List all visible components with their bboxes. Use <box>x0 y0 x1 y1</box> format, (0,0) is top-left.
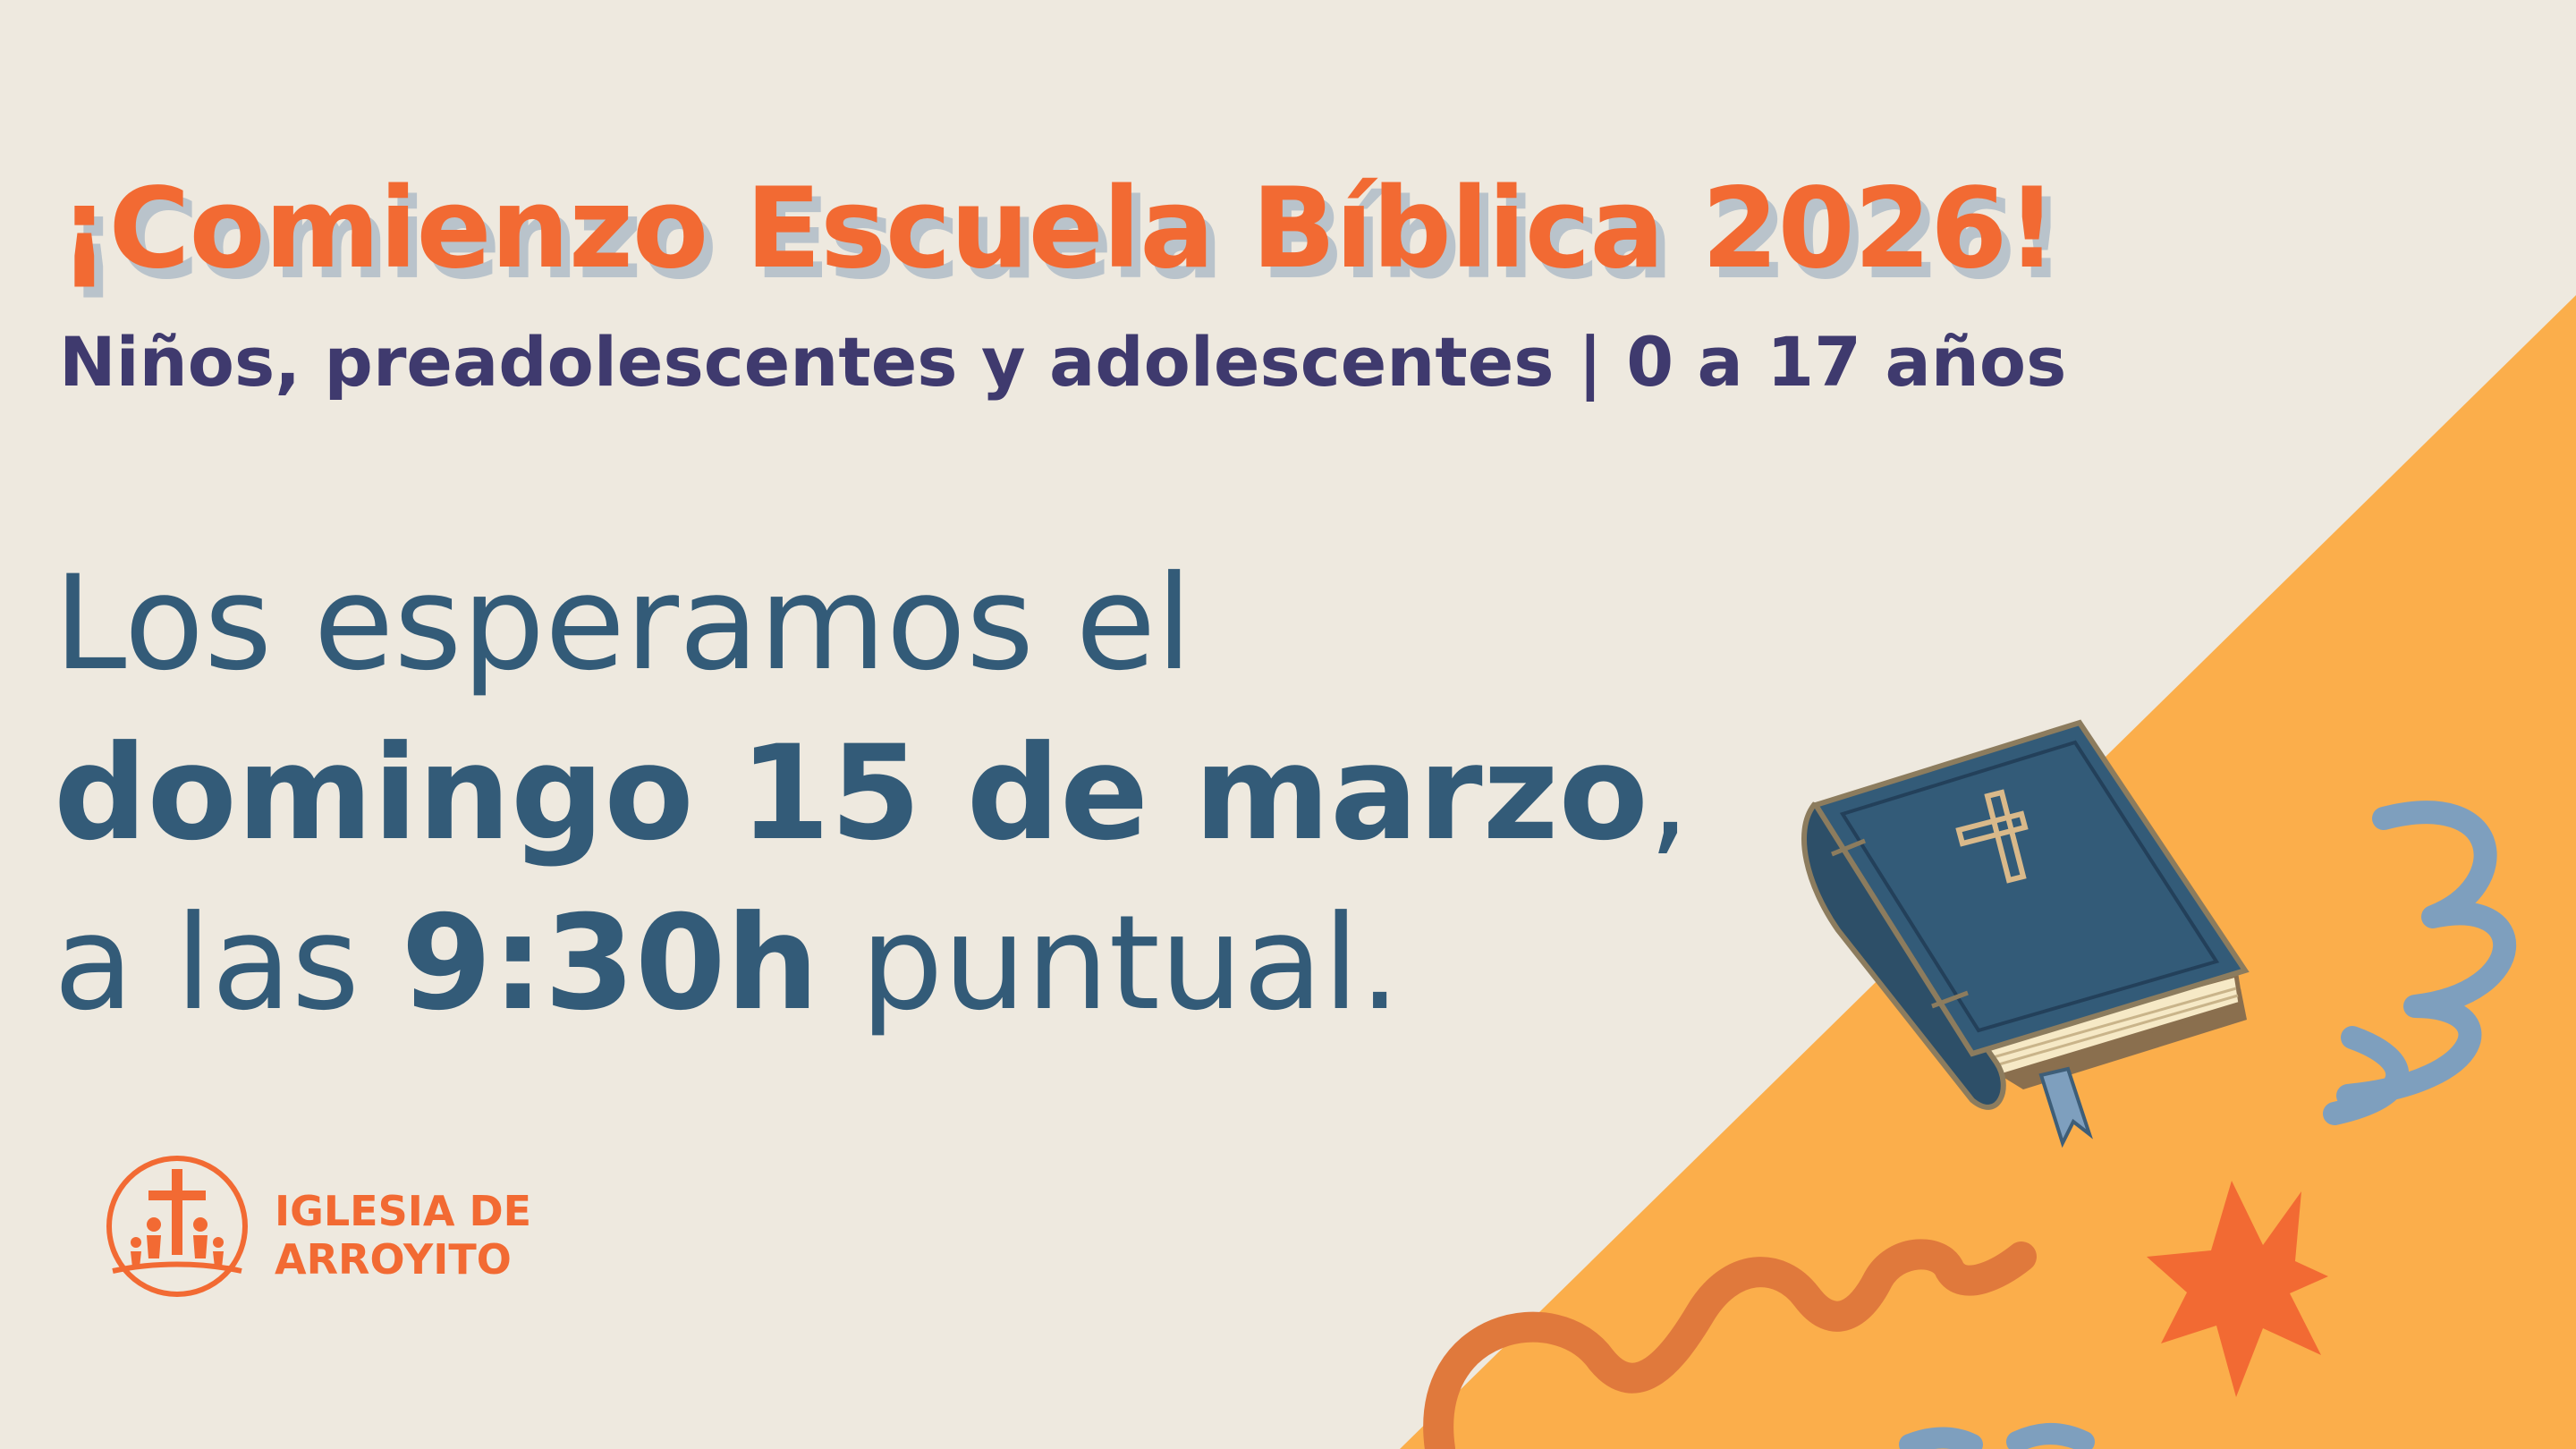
message-line-2-rest: , <box>1648 717 1690 869</box>
message-line-1: Los esperamos el <box>54 547 1192 699</box>
cross-icon <box>1955 789 2029 884</box>
bible-icon <box>1801 719 2250 1148</box>
swirl-icon <box>2323 801 2517 1125</box>
blue-dash-marks <box>1899 1423 2095 1449</box>
church-name-line-2: ARROYITO <box>275 1235 512 1284</box>
squiggle-icon <box>1423 1239 2037 1449</box>
message-line-3: a las 9:30h puntual. <box>54 878 1690 1048</box>
message-line-2: domingo 15 de marzo, <box>54 708 1690 878</box>
church-name: IGLESIA DE ARROYITO <box>275 1187 531 1284</box>
event-message: Los esperamos el domingo 15 de marzo, a … <box>54 538 1690 1048</box>
page-title: ¡Comienzo Escuela Bíblica 2026! <box>59 165 2057 293</box>
event-time: 9:30h <box>401 887 819 1039</box>
church-logo-icon <box>106 1156 248 1297</box>
message-line-3-post: puntual. <box>818 887 1401 1039</box>
church-logo: IGLESIA DE ARROYITO <box>100 1149 531 1310</box>
page-subtitle: Niños, preadolescentes y adolescentes | … <box>59 322 2067 402</box>
church-name-line-1: IGLESIA DE <box>275 1187 532 1235</box>
star-icon <box>2147 1181 2328 1397</box>
message-line-3-pre: a las <box>54 887 402 1039</box>
event-date: domingo 15 de marzo <box>54 717 1648 869</box>
